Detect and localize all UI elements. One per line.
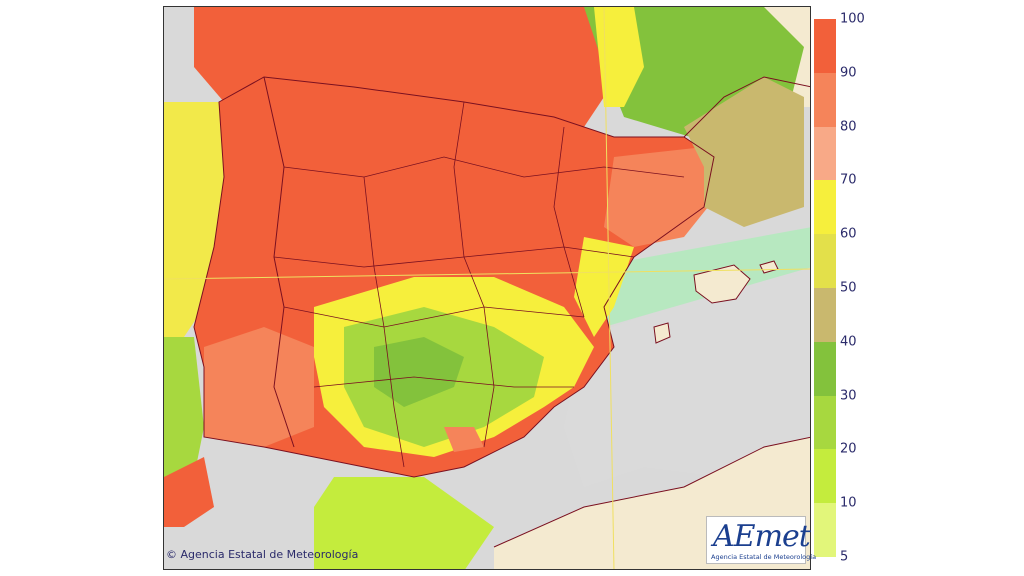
legend-tick-label: 40 [840, 334, 857, 350]
province-line-1 [283, 156, 685, 178]
portugal-south-area [204, 327, 314, 447]
gibraltar-green [314, 477, 494, 569]
legend-tick-label: 30 [840, 388, 857, 404]
catalonia-area [604, 147, 724, 247]
atlantic-green-area [164, 337, 204, 487]
legend-tick-label: 60 [840, 226, 857, 242]
legend-swatch [814, 234, 836, 288]
legend-tick-label: 80 [840, 119, 857, 135]
legend-tick-label: 10 [840, 495, 857, 511]
pyrenees-yellow-band [594, 7, 644, 107]
legend-swatch [814, 19, 836, 73]
province-line-6 [453, 101, 495, 448]
legend-swatch [814, 72, 836, 127]
ibiza [653, 322, 671, 344]
province-line-5 [363, 176, 405, 468]
legend-swatch [814, 449, 836, 504]
color-legend: 100 90 80 70 60 50 40 30 20 10 5 [814, 11, 874, 565]
legend-tick-label: 20 [840, 441, 857, 457]
legend-swatch [814, 126, 836, 181]
aemet-logo: AEmet Agencia Estatal de Meteorología [706, 516, 816, 564]
weather-map [163, 6, 811, 570]
valencia-yellow-area [574, 237, 634, 337]
catalonia-brown-area [684, 77, 804, 227]
legend-tick-label: 50 [840, 280, 857, 296]
latitude-gridline [164, 268, 810, 280]
copyright-text: © Agencia Estatal de Meteorología [166, 548, 359, 561]
legend-tick-label: 100 [840, 11, 865, 27]
logo-wordmark: AEmet [713, 519, 811, 554]
province-line-4 [313, 376, 574, 388]
longitude-gridline [603, 7, 615, 569]
legend-swatch [814, 395, 836, 450]
province-line-7 [553, 126, 585, 318]
legend-swatch [814, 503, 836, 557]
mallorca [693, 264, 751, 304]
legend-tick-label: 5 [840, 549, 849, 565]
map-canvas [164, 7, 810, 569]
mediterranean-gray [564, 257, 810, 487]
southwest-high-area [164, 457, 214, 527]
iberia-coastline [193, 76, 715, 478]
sierra-nevada-high [444, 427, 484, 452]
france-coast [683, 76, 810, 138]
legend-swatch [814, 288, 836, 342]
legend-swatch [814, 341, 836, 396]
province-line-3 [283, 306, 585, 328]
logo-subtext: Agencia Estatal de Meteorología [711, 553, 817, 561]
portugal-border [263, 76, 295, 448]
legend-tick-label: 90 [840, 65, 857, 81]
legend-swatch [814, 180, 836, 235]
south-dark-green-area [374, 337, 464, 407]
africa-coast [493, 436, 810, 548]
legend-tick-label: 70 [840, 172, 857, 188]
